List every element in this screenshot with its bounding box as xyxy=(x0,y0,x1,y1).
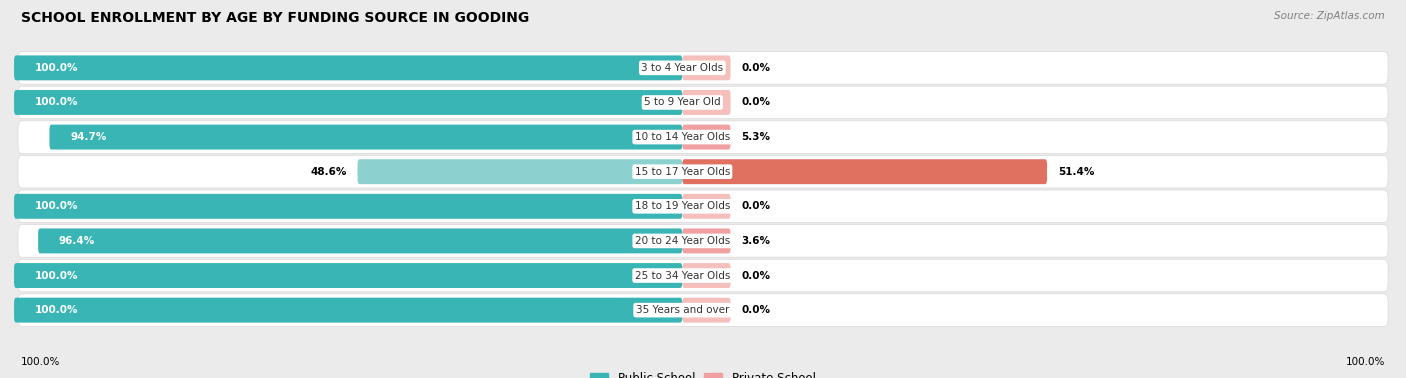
FancyBboxPatch shape xyxy=(18,225,1388,257)
Text: 100.0%: 100.0% xyxy=(21,357,60,367)
FancyBboxPatch shape xyxy=(14,263,682,288)
Legend: Public School, Private School: Public School, Private School xyxy=(586,367,820,378)
Text: 20 to 24 Year Olds: 20 to 24 Year Olds xyxy=(634,236,730,246)
FancyBboxPatch shape xyxy=(38,228,682,253)
Text: 48.6%: 48.6% xyxy=(311,167,346,177)
Text: 0.0%: 0.0% xyxy=(741,98,770,107)
Text: 100.0%: 100.0% xyxy=(35,271,79,280)
Text: 35 Years and over: 35 Years and over xyxy=(636,305,730,315)
FancyBboxPatch shape xyxy=(14,298,682,322)
FancyBboxPatch shape xyxy=(357,159,682,184)
FancyBboxPatch shape xyxy=(682,298,731,322)
Text: 0.0%: 0.0% xyxy=(741,305,770,315)
Text: 18 to 19 Year Olds: 18 to 19 Year Olds xyxy=(634,201,730,211)
FancyBboxPatch shape xyxy=(18,190,1388,223)
FancyBboxPatch shape xyxy=(14,56,682,80)
FancyBboxPatch shape xyxy=(18,294,1388,327)
Text: SCHOOL ENROLLMENT BY AGE BY FUNDING SOURCE IN GOODING: SCHOOL ENROLLMENT BY AGE BY FUNDING SOUR… xyxy=(21,11,529,25)
Text: 100.0%: 100.0% xyxy=(1346,357,1385,367)
Text: 0.0%: 0.0% xyxy=(741,271,770,280)
Text: 5.3%: 5.3% xyxy=(741,132,770,142)
FancyBboxPatch shape xyxy=(682,56,731,80)
Text: 100.0%: 100.0% xyxy=(35,305,79,315)
Text: 5 to 9 Year Old: 5 to 9 Year Old xyxy=(644,98,721,107)
Text: 51.4%: 51.4% xyxy=(1059,167,1094,177)
FancyBboxPatch shape xyxy=(682,90,731,115)
Text: 15 to 17 Year Olds: 15 to 17 Year Olds xyxy=(634,167,730,177)
Text: 0.0%: 0.0% xyxy=(741,201,770,211)
FancyBboxPatch shape xyxy=(682,159,1047,184)
FancyBboxPatch shape xyxy=(18,259,1388,292)
Text: 100.0%: 100.0% xyxy=(35,201,79,211)
FancyBboxPatch shape xyxy=(682,263,731,288)
FancyBboxPatch shape xyxy=(14,194,682,219)
FancyBboxPatch shape xyxy=(14,90,682,115)
Text: 3 to 4 Year Olds: 3 to 4 Year Olds xyxy=(641,63,724,73)
Text: 100.0%: 100.0% xyxy=(35,63,79,73)
Text: Source: ZipAtlas.com: Source: ZipAtlas.com xyxy=(1274,11,1385,21)
Text: 94.7%: 94.7% xyxy=(70,132,107,142)
FancyBboxPatch shape xyxy=(18,121,1388,153)
Text: 10 to 14 Year Olds: 10 to 14 Year Olds xyxy=(634,132,730,142)
FancyBboxPatch shape xyxy=(18,155,1388,188)
Text: 0.0%: 0.0% xyxy=(741,63,770,73)
Text: 96.4%: 96.4% xyxy=(59,236,96,246)
Text: 100.0%: 100.0% xyxy=(35,98,79,107)
Text: 3.6%: 3.6% xyxy=(741,236,770,246)
FancyBboxPatch shape xyxy=(682,194,731,219)
FancyBboxPatch shape xyxy=(18,51,1388,84)
FancyBboxPatch shape xyxy=(49,125,682,150)
FancyBboxPatch shape xyxy=(682,228,731,253)
Text: 25 to 34 Year Olds: 25 to 34 Year Olds xyxy=(634,271,730,280)
FancyBboxPatch shape xyxy=(18,86,1388,119)
FancyBboxPatch shape xyxy=(682,125,731,150)
